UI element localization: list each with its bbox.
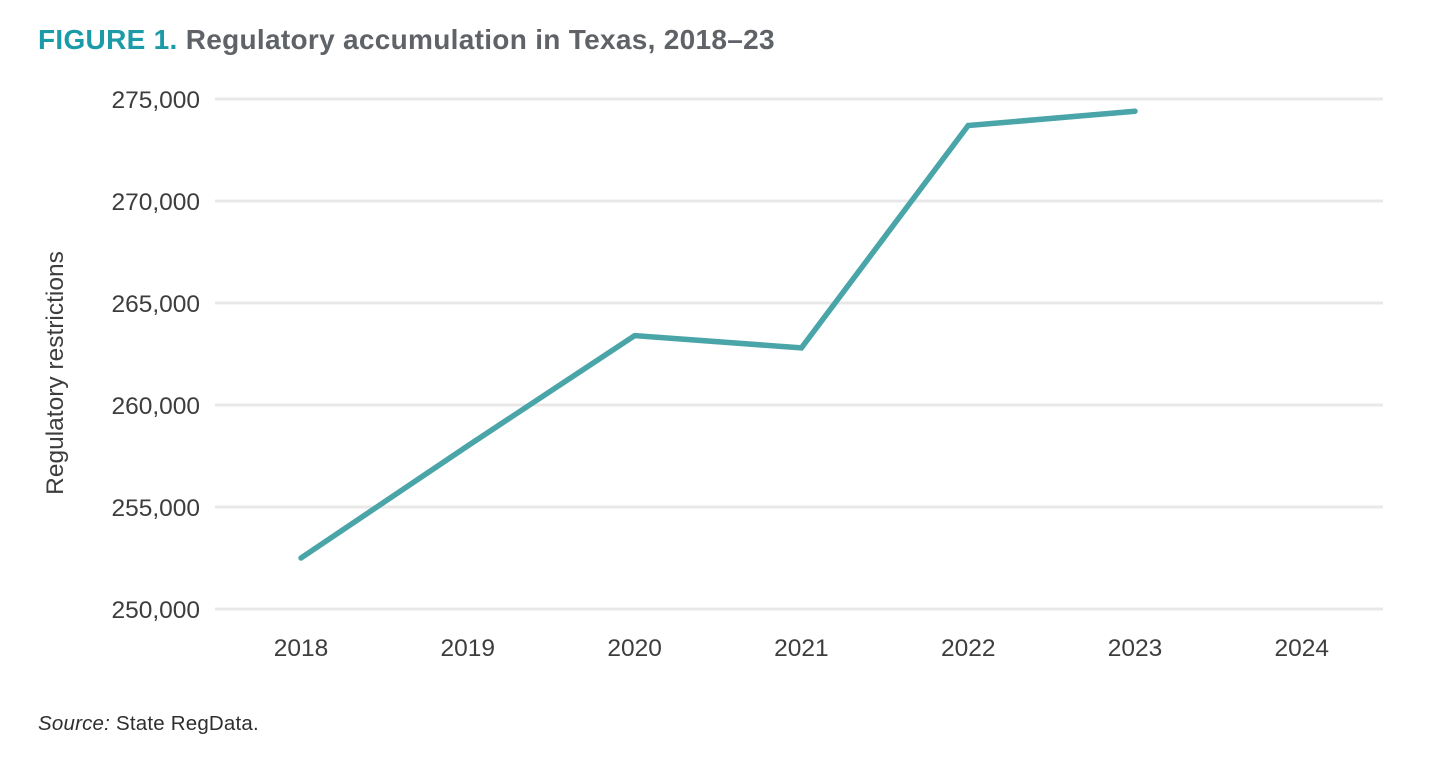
x-tick-label: 2022 (941, 635, 996, 662)
y-tick-label: 270,000 (111, 189, 200, 216)
series-line (298, 108, 1138, 561)
figure-number-label: FIGURE 1. (38, 24, 178, 55)
x-tick-label: 2018 (274, 635, 329, 662)
y-tick-label: 260,000 (111, 393, 200, 420)
y-tick-label: 255,000 (111, 495, 200, 522)
y-axis-label: Regulatory restrictions (42, 251, 69, 495)
source-text: State RegData. (110, 712, 259, 735)
source-label: Source: (38, 712, 111, 735)
figure-title-text: Regulatory accumulation in Texas, 2018–2… (177, 24, 775, 55)
x-tick-label: 2019 (441, 635, 496, 662)
source-note: Source: State RegData. (38, 712, 259, 736)
y-tick-label: 250,000 (111, 597, 200, 624)
x-tick-label: 2021 (774, 635, 829, 662)
y-tick-label: 265,000 (111, 291, 200, 318)
figure-title: FIGURE 1. Regulatory accumulation in Tex… (38, 24, 775, 56)
x-tick-label: 2024 (1275, 635, 1330, 662)
y-tick-label: 275,000 (111, 87, 200, 114)
x-tick-label: 2023 (1108, 635, 1163, 662)
x-tick-label: 2020 (607, 635, 662, 662)
